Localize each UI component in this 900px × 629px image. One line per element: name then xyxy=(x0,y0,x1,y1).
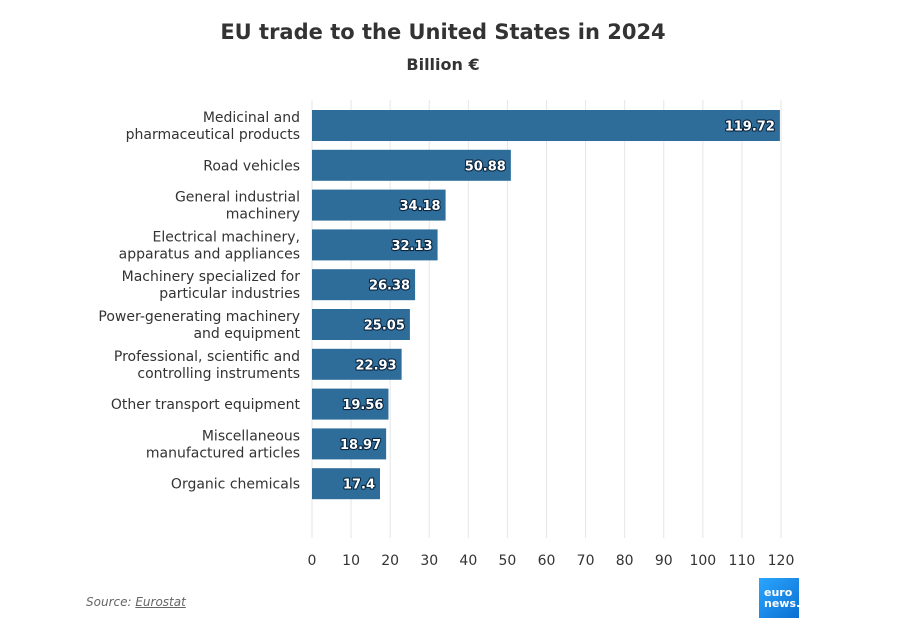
chart-subtitle: Billion € xyxy=(406,55,480,74)
x-tick-label-12: 120 xyxy=(768,553,795,569)
logo-line1: euro xyxy=(764,586,793,599)
x-tick-label-6: 60 xyxy=(538,553,556,569)
x-tick-label-1: 10 xyxy=(342,553,360,569)
euronews-logo: euro news. xyxy=(759,578,801,618)
bar-value-label-1: 50.88 xyxy=(465,159,506,174)
x-tick-label-3: 30 xyxy=(420,553,438,569)
x-tick-label-4: 40 xyxy=(459,553,477,569)
category-label-9: Organic chemicals xyxy=(171,477,300,493)
bar-1 xyxy=(312,149,511,181)
x-tick-label-11: 110 xyxy=(729,553,756,569)
category-label-8: Miscellaneous manufactured articles xyxy=(146,428,300,461)
x-tick-label-7: 70 xyxy=(577,553,595,569)
category-label-7: Other transport equipment xyxy=(111,397,301,413)
category-label-4: Machinery specialized for particular indu… xyxy=(122,269,301,302)
bar-8 xyxy=(312,428,387,460)
category-label-1: Road vehicles xyxy=(203,158,300,174)
x-tick-label-8: 80 xyxy=(616,553,634,569)
bar-4 xyxy=(312,269,416,301)
bar-3 xyxy=(312,229,438,261)
bar-value-label-4: 26.38 xyxy=(369,279,410,294)
x-tick-label-2: 20 xyxy=(381,553,399,569)
x-tick-label-5: 50 xyxy=(499,553,517,569)
bar-value-label-3: 32.13 xyxy=(391,239,432,254)
bar-0 xyxy=(312,110,780,141)
bar-9 xyxy=(312,468,381,500)
category-label-2: General industrial machinery xyxy=(175,190,300,223)
category-label-3: Electrical machinery, apparatus and appli… xyxy=(119,229,300,262)
bar-value-label-5: 25.05 xyxy=(364,319,405,334)
x-tick-label-9: 90 xyxy=(655,553,673,569)
x-tick-label-0: 0 xyxy=(308,553,317,569)
bar-value-label-0: 119.72 xyxy=(725,120,775,135)
bar-value-label-2: 34.18 xyxy=(399,199,440,214)
bar-7 xyxy=(312,388,389,420)
x-tick-label-10: 100 xyxy=(689,553,716,569)
logo-line2: news. xyxy=(764,597,801,610)
category-label-6: Professional, scientific and controlling … xyxy=(114,349,300,382)
bar-value-label-9: 17.4 xyxy=(343,478,375,493)
category-label-0: Medicinal and pharmaceutical products xyxy=(126,110,300,143)
bar-6 xyxy=(312,348,402,380)
bar-value-label-7: 19.56 xyxy=(342,398,383,413)
bar-value-label-6: 22.93 xyxy=(355,358,396,373)
source-link[interactable]: Eurostat xyxy=(135,595,186,609)
bar-value-label-8: 18.97 xyxy=(340,438,381,453)
bar-5 xyxy=(312,309,410,340)
category-label-5: Power-generating machinery and equipment xyxy=(98,309,300,342)
chart-title: EU trade to the United States in 2024 xyxy=(220,20,666,44)
bar-2 xyxy=(312,189,446,221)
source-prefix: Source: xyxy=(86,595,136,609)
source-note: Source: Eurostat xyxy=(86,595,186,609)
